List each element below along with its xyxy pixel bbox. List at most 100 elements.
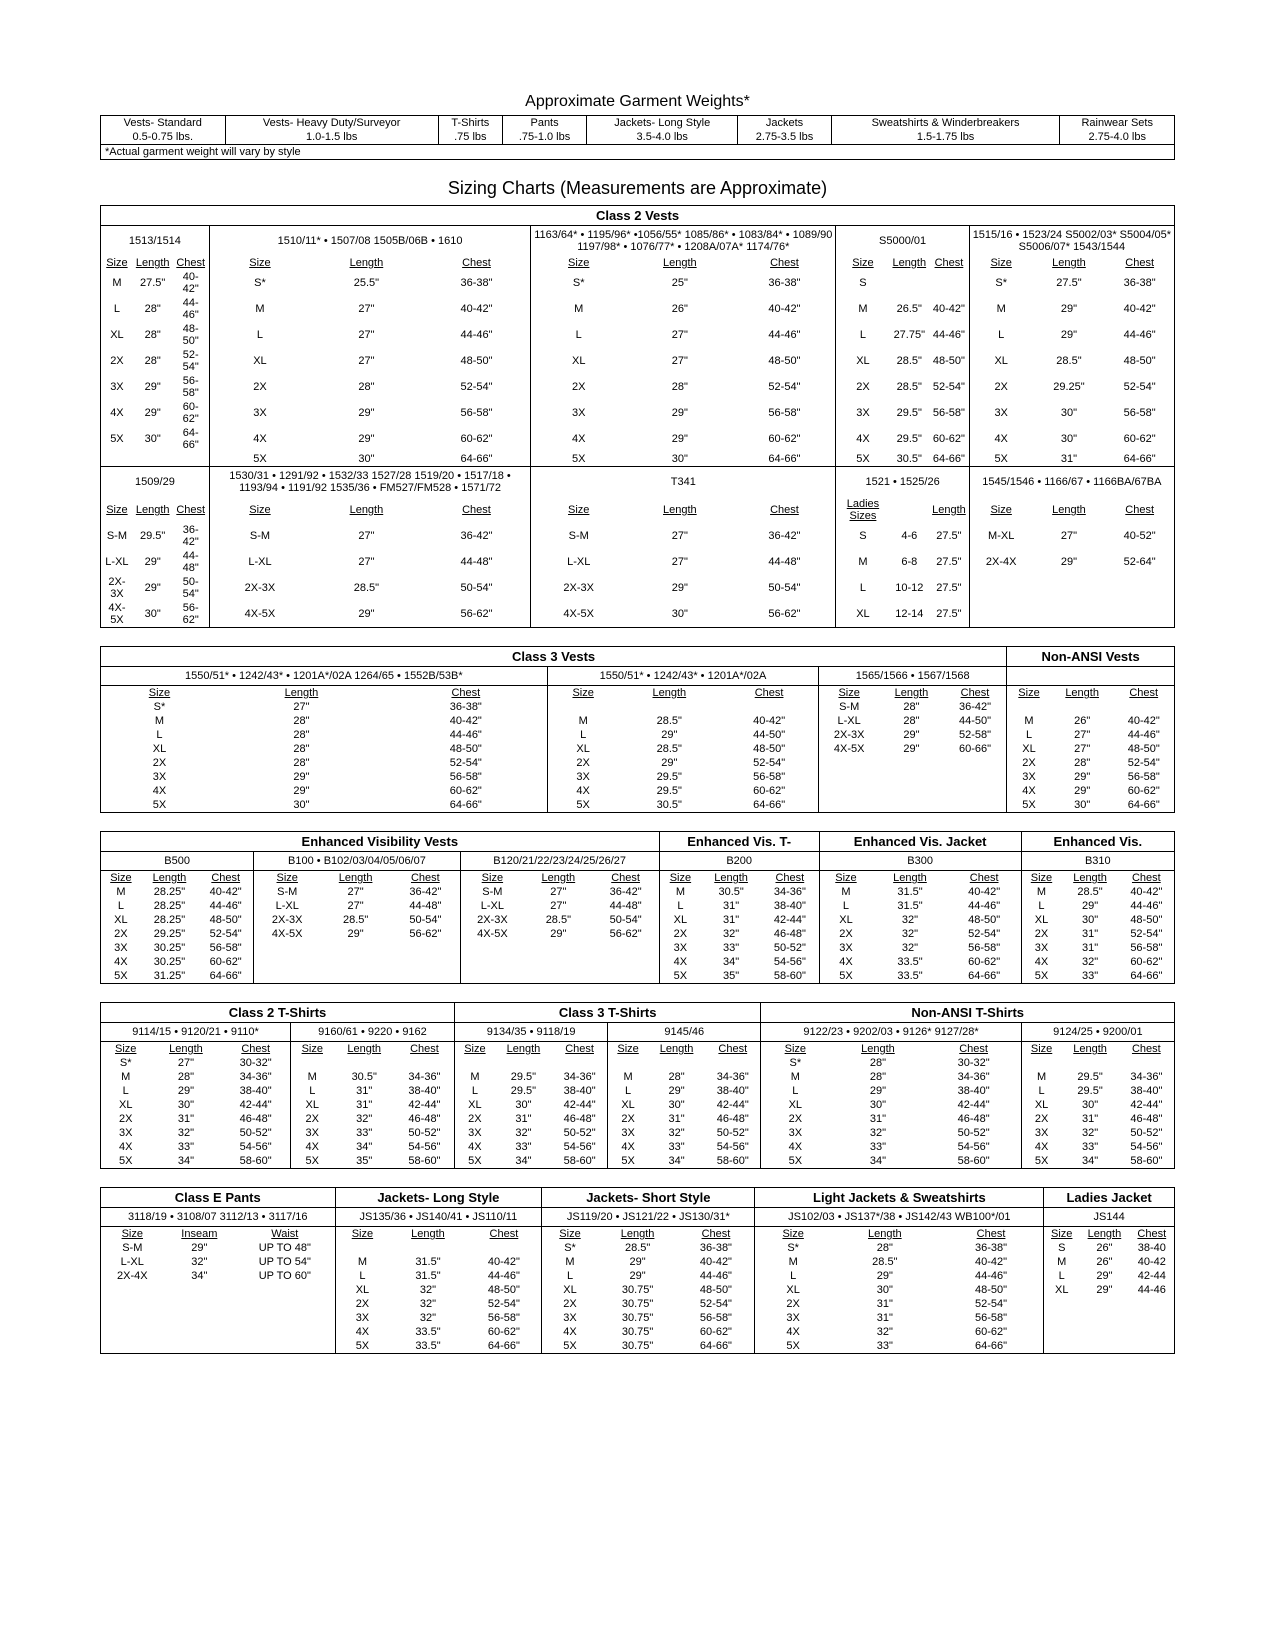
cell: 40-42" (1105, 296, 1174, 322)
cell: L (531, 322, 627, 348)
cell: 30.75" (598, 1297, 678, 1311)
cell: 3X (547, 770, 618, 784)
cell: 54-56" (221, 1140, 290, 1154)
cell: 42-44" (1119, 1098, 1175, 1112)
cell: M (1021, 1070, 1061, 1084)
cell: Chest (939, 1227, 1044, 1242)
cell: 40-42" (423, 296, 531, 322)
cell: 52-54" (1119, 927, 1175, 941)
ts-head-3: Non-ANSI T-Shirts (761, 1003, 1175, 1023)
cell: 4X (542, 1325, 598, 1339)
cell: 2X (755, 1297, 831, 1311)
cell: S* (969, 270, 1032, 296)
table-row: XL30"42-44"XL31"42-44"XL30"42-44"XL30"42… (101, 1098, 1175, 1112)
table-row: SizeInseamWaistSizeLengthChestSizeLength… (101, 1227, 1175, 1242)
cell: 31" (701, 899, 761, 913)
cell: 32" (701, 927, 761, 941)
cell: 48-50" (423, 348, 531, 374)
cell: 2X (101, 1112, 151, 1126)
cell: L (836, 575, 890, 601)
cell (320, 941, 391, 955)
cell: 30" (1051, 798, 1114, 813)
cell: 56-62" (423, 601, 531, 628)
cell: 28.5" (889, 348, 929, 374)
table-row: Class 3 Vests Non-ANSI Vests (101, 647, 1175, 667)
cell: 4X-5X (209, 601, 310, 628)
cell: Length (320, 871, 391, 886)
cell: 4X (755, 1325, 831, 1339)
cell: 36-38" (733, 270, 836, 296)
cell: B120/21/22/23/24/25/26/27 (460, 852, 659, 871)
cell: 34-36" (395, 1070, 455, 1084)
cell: L (755, 1269, 831, 1283)
cell (391, 955, 460, 969)
cell: S-M (101, 523, 133, 549)
cell: 4X (335, 1325, 389, 1339)
cell: 1550/51* • 1242/43* • 1201A*/02A 1264/65… (101, 667, 548, 686)
cell (290, 1056, 333, 1070)
cell: 33" (150, 1140, 221, 1154)
ev-head-2: Enhanced Vis. T- (659, 832, 819, 852)
cell: M (335, 1255, 389, 1269)
cell: L (969, 322, 1032, 348)
cell: 5X (836, 452, 890, 467)
cell: 52-54" (385, 756, 547, 770)
cell: 64-66" (929, 452, 969, 467)
cell: XL (542, 1283, 598, 1297)
cell: 30.75" (598, 1311, 678, 1325)
cell: 40-42" (939, 1255, 1044, 1269)
cell: 46-48" (761, 927, 819, 941)
table-row: 5X30"64-66"4X29"60-62"4X29"60-62"4X29.5"… (101, 426, 1175, 452)
table-row: L28.25"44-46"L-XL27"44-48"L-XL27"44-48"L… (101, 899, 1175, 913)
cell (944, 784, 1007, 798)
cell: 44-46" (939, 1269, 1044, 1283)
cell (254, 955, 320, 969)
cell: 30.5" (619, 798, 720, 813)
cell: Size (547, 686, 618, 701)
cell: 48-50" (173, 322, 210, 348)
cell: 5X (1021, 969, 1061, 984)
cell: 2X (290, 1112, 333, 1126)
cell: Length (598, 1227, 678, 1242)
cell: 26" (1079, 1241, 1129, 1255)
cell: 32" (831, 1325, 939, 1339)
cell: 5X (101, 969, 141, 984)
cell: 34" (829, 1154, 926, 1169)
cell: XL (101, 1098, 151, 1112)
cell (889, 270, 929, 296)
cell: XL (761, 1098, 829, 1112)
cell: 46-48" (221, 1112, 290, 1126)
cell: Size (761, 1042, 829, 1057)
cell: 29" (150, 1084, 221, 1098)
cell: 52-54" (948, 927, 1021, 941)
table-row: 4X33.5"60-62"4X30.75"60-62"4X32"60-62" (101, 1325, 1175, 1339)
cell: 5X (209, 452, 310, 467)
cell: Size (1007, 686, 1051, 701)
table-row: 4X29"60-62"4X29.5"60-62"4X29"60-62" (101, 784, 1175, 798)
cell: Length (218, 686, 385, 701)
cell: 29" (1033, 322, 1106, 348)
cell: 30" (648, 1098, 705, 1112)
cell: 33" (701, 941, 761, 955)
cell: 56-58" (423, 400, 531, 426)
cell: 54-56" (552, 1140, 608, 1154)
cell: 9114/15 • 9120/21 • 9110* (101, 1023, 291, 1042)
cell: 64-66" (198, 969, 254, 984)
cell: 27" (218, 700, 385, 714)
cell: 29" (218, 784, 385, 798)
cell: 4X (531, 426, 627, 452)
cell: 34-36" (761, 885, 819, 899)
cell: XL (1021, 1098, 1061, 1112)
cell: XL (335, 1283, 389, 1297)
cell: Size (531, 497, 627, 523)
cell: 32" (334, 1112, 395, 1126)
cell: 5X (101, 1154, 151, 1169)
cell (1061, 1056, 1118, 1070)
cell: 27" (1051, 728, 1114, 742)
cell: 38-40" (1119, 1084, 1175, 1098)
cell: 52-64" (1105, 549, 1174, 575)
cell: 54-56" (705, 1140, 761, 1154)
table-row: M28"34-36"M30.5"34-36"M29.5"34-36"M28"34… (101, 1070, 1175, 1084)
cell: 60-62" (1105, 426, 1174, 452)
cell: 32" (389, 1283, 466, 1297)
